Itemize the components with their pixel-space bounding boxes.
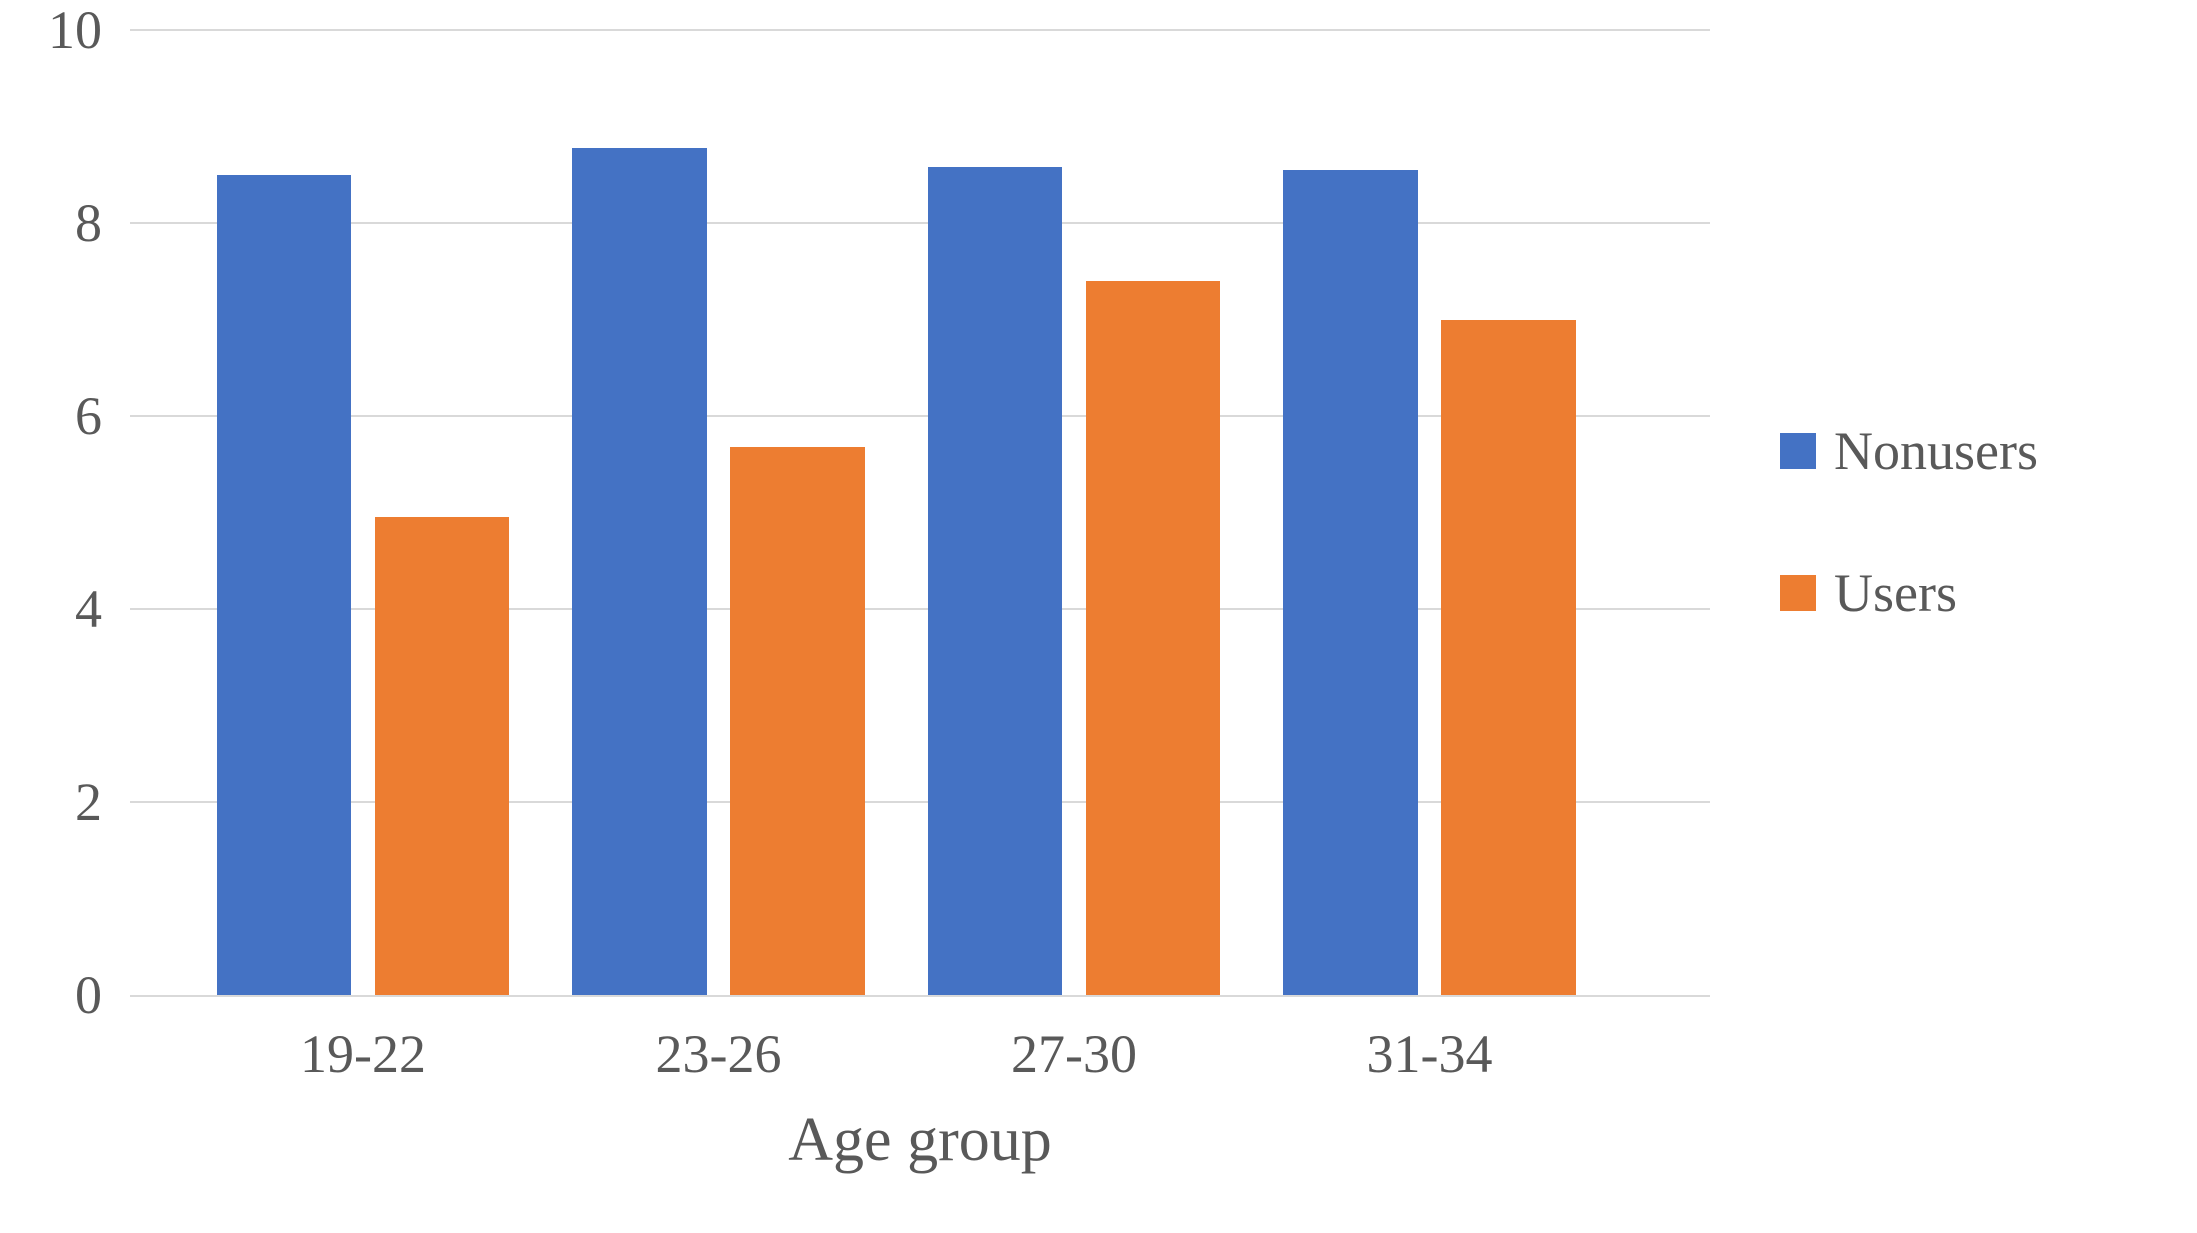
y-tick-label: 10 bbox=[48, 0, 130, 61]
bar bbox=[1086, 281, 1220, 995]
bar bbox=[572, 148, 706, 995]
y-tick-label: 0 bbox=[75, 964, 130, 1026]
legend-item: Nonusers bbox=[1780, 420, 2038, 482]
legend-label: Users bbox=[1834, 562, 1957, 624]
y-tick-label: 4 bbox=[75, 578, 130, 640]
plot-area: 024681019-2223-2627-3031-34Age group bbox=[130, 30, 1710, 997]
bar bbox=[217, 175, 351, 995]
x-axis-title: Age group bbox=[788, 995, 1051, 1176]
y-tick-label: 2 bbox=[75, 771, 130, 833]
bar bbox=[1441, 320, 1575, 996]
legend-item: Users bbox=[1780, 562, 2038, 624]
gridline bbox=[130, 222, 1710, 224]
legend-label: Nonusers bbox=[1834, 420, 2038, 482]
bar bbox=[1283, 170, 1417, 995]
x-tick-label: 23-26 bbox=[656, 995, 782, 1085]
bar-chart: 024681019-2223-2627-3031-34Age group Non… bbox=[0, 0, 2197, 1233]
bar bbox=[375, 517, 509, 995]
legend-swatch bbox=[1780, 575, 1816, 611]
y-tick-label: 8 bbox=[75, 192, 130, 254]
y-tick-label: 6 bbox=[75, 385, 130, 447]
legend: Nonusers Users bbox=[1780, 420, 2038, 624]
bar bbox=[928, 167, 1062, 995]
bar bbox=[730, 447, 864, 995]
gridline bbox=[130, 29, 1710, 31]
x-tick-label: 31-34 bbox=[1367, 995, 1493, 1085]
legend-swatch bbox=[1780, 433, 1816, 469]
x-tick-label: 19-22 bbox=[300, 995, 426, 1085]
